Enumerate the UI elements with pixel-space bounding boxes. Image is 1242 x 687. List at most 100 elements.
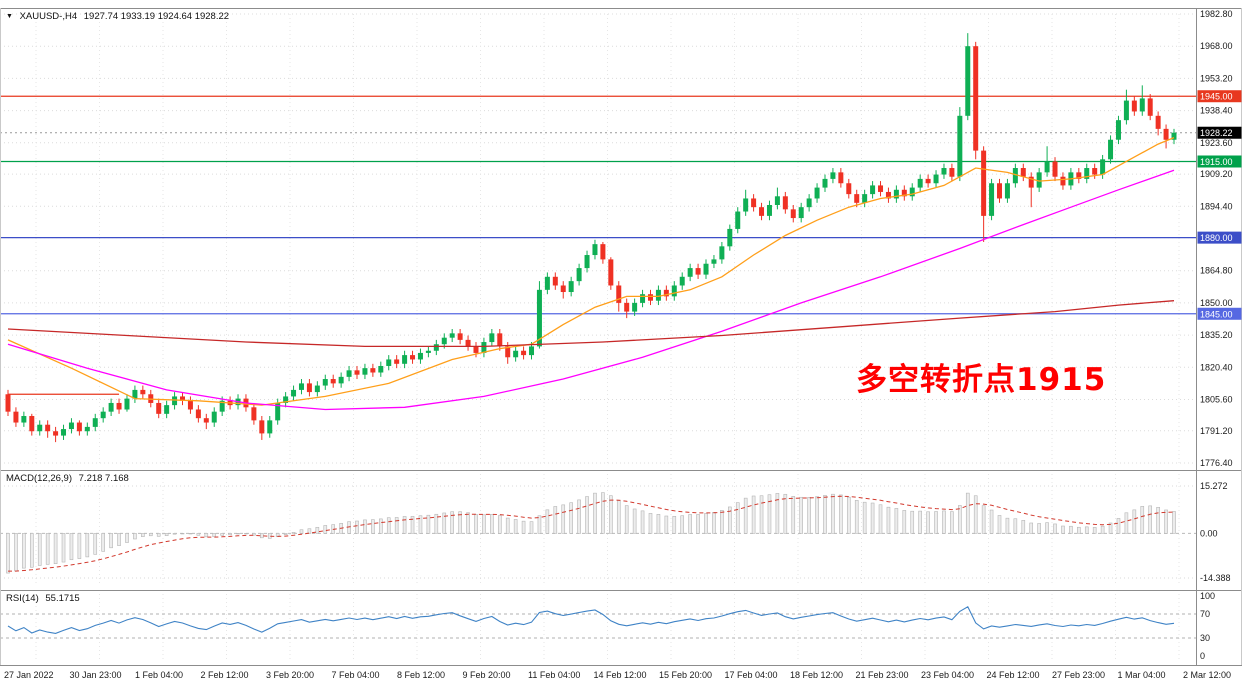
candle-body: [505, 346, 511, 358]
candle-body: [679, 276, 685, 286]
candle-body: [76, 422, 82, 432]
candle-body: [703, 263, 709, 275]
candle-body: [663, 289, 669, 297]
candle-body: [790, 209, 796, 219]
candle-body: [267, 420, 273, 434]
time-axis-label: 18 Feb 12:00: [790, 670, 843, 680]
candle-body: [37, 424, 43, 432]
candle-body: [140, 389, 146, 395]
macd-indicator-values: 7.218 7.168: [78, 473, 129, 484]
panel-borders: [0, 8, 1242, 666]
candle-body: [996, 183, 1002, 199]
rsi-axis-label: 0: [1200, 651, 1205, 661]
candle-body: [1123, 100, 1129, 121]
macd-histogram: [6, 492, 1176, 574]
macd-axis-label: 15.272: [1200, 481, 1228, 491]
candle-body: [449, 333, 455, 338]
candles: [5, 33, 1177, 443]
rsi-indicator-label: RSI(14): [6, 593, 39, 604]
time-axis-label: 15 Feb 20:00: [659, 670, 712, 680]
candle-body: [560, 285, 566, 293]
candle-body: [632, 302, 638, 312]
y-axis-label: 1909.20: [1200, 169, 1233, 179]
candle-body: [354, 370, 360, 375]
candle-body: [394, 359, 400, 364]
candle-body: [766, 204, 772, 216]
candle-body: [338, 376, 344, 384]
symbol-ohlc-values: 1927.74 1933.19 1924.64 1928.22: [83, 11, 230, 22]
time-axis-label: 21 Feb 23:00: [856, 670, 909, 680]
candle-body: [536, 289, 542, 347]
candle-body: [314, 385, 320, 393]
candle-body: [124, 398, 130, 410]
candle-body: [1108, 139, 1114, 160]
rsi-axis-label: 100: [1200, 591, 1215, 601]
candle-body: [711, 259, 717, 264]
candle-body: [822, 178, 828, 188]
candle-body: [346, 370, 352, 377]
time-axis-label: 3 Feb 20:00: [266, 670, 314, 680]
candle-body: [933, 174, 939, 184]
candle-body: [544, 276, 550, 290]
candle-body: [489, 333, 495, 343]
time-axis-label: 14 Feb 12:00: [594, 670, 647, 680]
candle-body: [61, 429, 67, 436]
candle-body: [901, 189, 907, 197]
slow-ma-line: [7, 300, 1175, 348]
candle-body: [386, 359, 392, 366]
candle-body: [743, 198, 749, 212]
candle-body: [322, 379, 328, 386]
candle-body: [116, 402, 122, 410]
rsi-axis-label: 70: [1200, 609, 1210, 619]
y-axis-label: 1894.40: [1200, 201, 1233, 211]
time-axis-label: 23 Feb 04:00: [921, 670, 974, 680]
candle-body: [1020, 168, 1026, 177]
candle-body: [521, 350, 527, 356]
candle-body: [846, 183, 852, 195]
candle-body: [1076, 172, 1082, 179]
candle-body: [1004, 183, 1010, 199]
candle-body: [1115, 120, 1121, 140]
y-axis-label: 1850.00: [1200, 298, 1233, 308]
horizontal-levels: [0, 95, 1196, 395]
candle-body: [735, 211, 741, 229]
candle-body: [774, 196, 780, 205]
macd-axis-label: -14.388: [1200, 573, 1231, 583]
candle-body: [885, 191, 891, 199]
rsi-axis-label: 30: [1200, 633, 1210, 643]
candle-body: [473, 346, 479, 353]
candle-body: [283, 396, 289, 403]
candle-body: [814, 187, 820, 199]
candle-body: [719, 246, 725, 260]
mid-ma-line: [7, 169, 1175, 411]
time-axis-label: 2 Mar 12:00: [1183, 670, 1231, 680]
candle-body: [981, 150, 987, 216]
candle-body: [989, 183, 995, 216]
price-badge: 1880.00: [1200, 233, 1233, 243]
candle-body: [410, 355, 416, 360]
macd-signal-line: [8, 495, 1175, 572]
candle-body: [600, 244, 606, 260]
candle-body: [1100, 159, 1106, 175]
candle-body: [608, 259, 614, 286]
candle-body: [584, 255, 590, 269]
candle-body: [465, 339, 471, 347]
y-axis-label: 1953.20: [1200, 73, 1233, 83]
candle-body: [1084, 168, 1090, 179]
candle-body: [759, 207, 765, 216]
candle-body: [957, 115, 963, 177]
candle-body: [513, 350, 519, 358]
candle-body: [529, 346, 535, 356]
candle-body: [909, 187, 915, 197]
rsi-line: [7, 606, 1175, 634]
symbol-dropdown-icon[interactable]: ▼: [6, 13, 13, 20]
candle-body: [1139, 98, 1145, 112]
time-axis-label: 7 Feb 04:00: [332, 670, 380, 680]
candle-body: [1036, 172, 1042, 188]
candle-body: [108, 402, 114, 412]
candle-body: [925, 178, 931, 184]
candle-body: [870, 185, 876, 195]
candle-body: [798, 207, 804, 219]
